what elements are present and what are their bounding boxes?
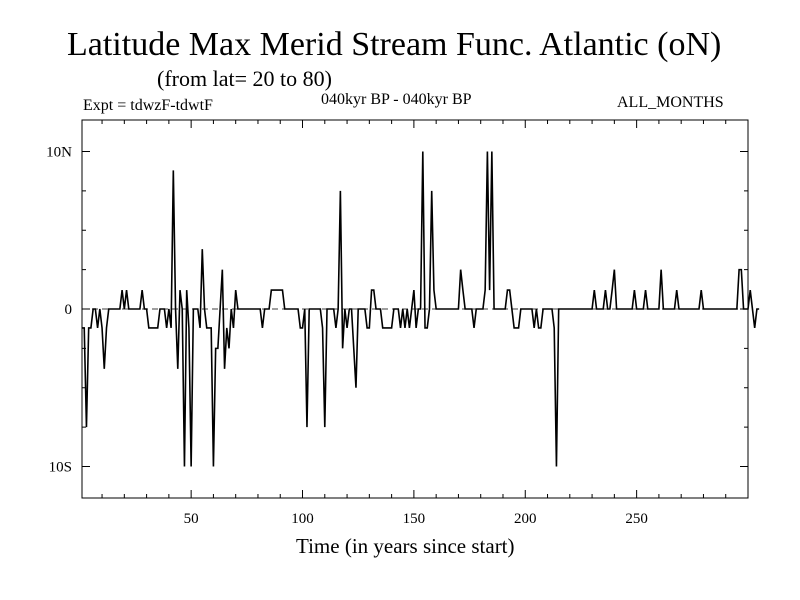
experiment-label: Expt = tdwzF-tdwtF xyxy=(83,97,213,114)
x-tick-label: 100 xyxy=(291,511,314,527)
y-tick-label: 10S xyxy=(49,460,72,476)
plot-layer: 50 100 150 200 250 10N 0 10S xyxy=(46,120,760,527)
months-label: ALL_MONTHS xyxy=(617,94,724,111)
y-tick-label: 0 xyxy=(65,302,73,318)
x-tick-label: 250 xyxy=(625,511,648,527)
x-axis-label: Time (in years since start) xyxy=(296,534,515,558)
x-tick-label: 50 xyxy=(184,511,199,527)
chart-subtitle: (from lat= 20 to 80) xyxy=(157,66,332,91)
x-tick-label: 150 xyxy=(403,511,426,527)
period-label: 040kyr BP - 040kyr BP xyxy=(321,91,472,108)
x-tick-label: 200 xyxy=(514,511,537,527)
y-tick-label: 10N xyxy=(46,145,72,161)
plot-frame xyxy=(81,119,749,499)
chart-title: Latitude Max Merid Stream Func. Atlantic… xyxy=(67,26,722,63)
series-line-0 xyxy=(82,151,760,467)
